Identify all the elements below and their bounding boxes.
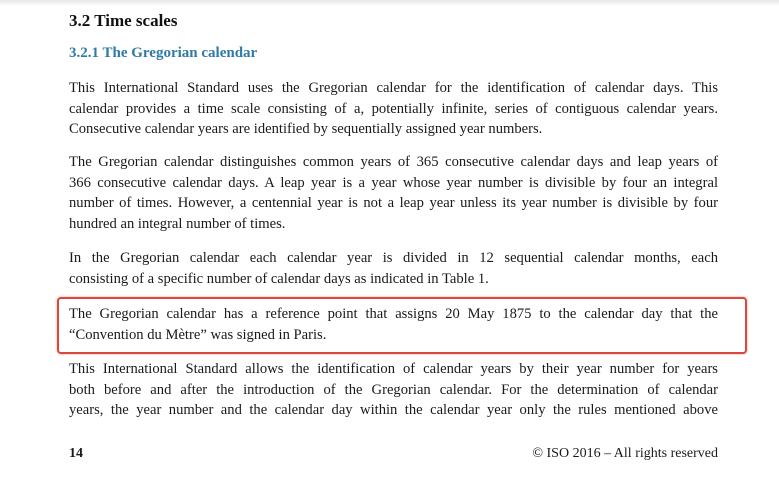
page-top-shadow [0, 0, 779, 6]
section-title: 3.2 Time scales [69, 11, 178, 30]
text-line: This International Standard allows the i… [69, 361, 718, 377]
subsection-title: 3.2.1 The Gregorian calendar [69, 45, 258, 61]
text-line: both before and after the introduction o… [69, 381, 718, 398]
text-line: years, the year number and the calendar … [69, 402, 718, 419]
text-line: This International Standard uses the Gre… [69, 80, 718, 96]
paragraph-5: This International Standard allows the i… [69, 359, 718, 421]
highlight-box [57, 297, 747, 354]
paragraph-3: In the Gregorian calendar each calendar … [69, 248, 718, 289]
text-line: Consecutive calendar years are identifie… [69, 121, 543, 138]
paragraph-1: This International Standard uses the Gre… [69, 78, 718, 140]
page-number: 14 [69, 446, 83, 461]
paragraph-2: The Gregorian calendar distinguishes com… [69, 152, 718, 234]
copyright-notice: © ISO 2016 – All rights reserved [532, 446, 718, 461]
text-line: The Gregorian calendar distinguishes com… [69, 154, 718, 170]
text-line: “Convention du Mètre” was signed in Pari… [69, 326, 327, 343]
text-line: hundred an integral number of times. [69, 215, 286, 232]
text-line: In the Gregorian calendar each calendar … [69, 250, 718, 266]
paragraph-4-highlighted: The Gregorian calendar has a reference p… [69, 304, 718, 345]
text-line: The Gregorian calendar has a reference p… [69, 306, 718, 322]
text-line: number of times. However, a centennial y… [69, 195, 718, 212]
text-line: consisting of a specific number of calen… [69, 270, 489, 287]
text-line: calendar provides a time scale consistin… [69, 100, 718, 117]
text-line: 366 consecutive calendar days. A leap ye… [69, 174, 718, 191]
